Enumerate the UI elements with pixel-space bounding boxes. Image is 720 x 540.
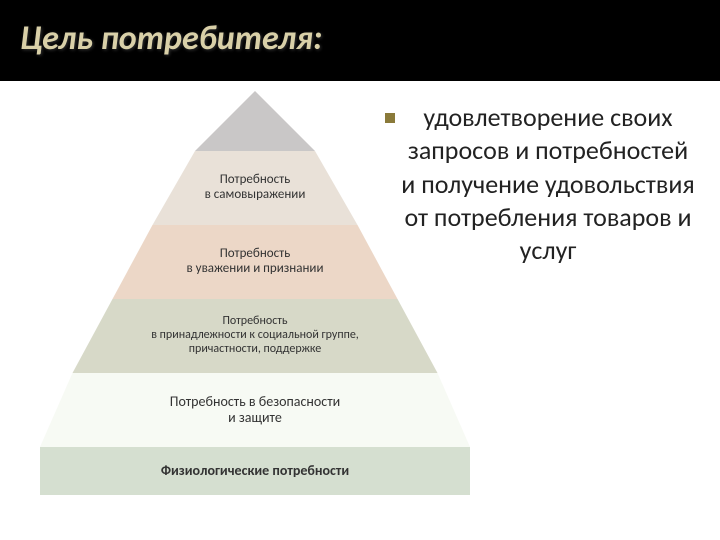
pyramid-level-1: Потребность в самовыражении <box>153 151 358 225</box>
pyramid-level-2: Потребность в уважении и признании <box>113 225 398 299</box>
pyramid-level-3: Потребность в принадлежности к социально… <box>73 299 438 373</box>
pyramid-level-4: Потребность в безопасности и защите <box>40 373 470 447</box>
pyramid-level-5: Физиологические потребности <box>40 447 470 495</box>
bullet-item: удовлетворение своих запросов и потребно… <box>385 101 695 267</box>
slide-content: Потребность в самовыражении Потребность в… <box>0 81 720 531</box>
pyramid-level-label-1: Потребность в самовыражении <box>201 173 310 203</box>
bullet-text: удовлетворение своих запросов и потребно… <box>401 101 695 267</box>
bullet-block: удовлетворение своих запросов и потребно… <box>385 101 695 267</box>
pyramid-level-label-5: Физиологические потребности <box>157 463 353 479</box>
slide-title: Цель потребителя: <box>20 18 700 59</box>
pyramid-level-label-2: Потребность в уважении и признании <box>183 247 328 277</box>
pyramid-level-label-3: Потребность в принадлежности к социально… <box>147 315 363 356</box>
pyramid-level-0 <box>195 91 315 151</box>
bullet-marker-icon <box>385 113 395 123</box>
slide-header: Цель потребителя: <box>0 0 720 81</box>
pyramid-level-label-4: Потребность в безопасности и защите <box>166 394 344 426</box>
